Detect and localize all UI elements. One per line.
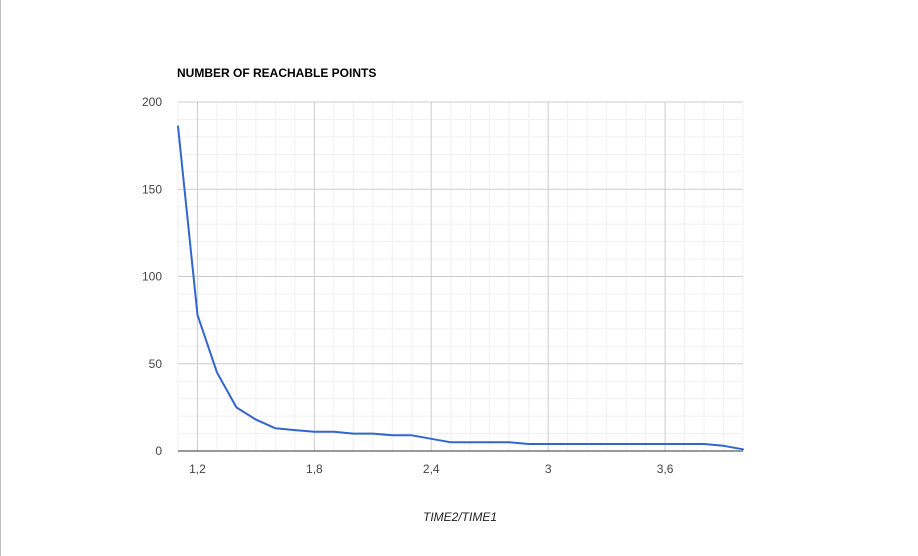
x-tick-label: 1,8 <box>306 462 323 476</box>
series-group <box>177 125 744 451</box>
y-tick-label: 200 <box>142 95 162 109</box>
x-tick-label: 3 <box>545 462 552 476</box>
y-tick-label: 0 <box>155 444 162 458</box>
x-tick-label: 2,4 <box>423 462 440 476</box>
major-gridlines <box>178 101 743 451</box>
x-axis-tick-labels: 1,2 1,8 2,4 3 3,6 <box>189 462 674 476</box>
y-tick-label: 100 <box>142 270 162 284</box>
x-tick-label: 3,6 <box>657 462 674 476</box>
y-tick-label: 150 <box>142 182 162 196</box>
y-axis-tick-labels: 0 50 100 150 200 <box>142 95 162 458</box>
x-tick-label: 1,2 <box>189 462 206 476</box>
y-tick-label: 50 <box>149 357 163 371</box>
x-axis-label: TIME2/TIME1 <box>423 510 497 524</box>
chart-title: NUMBER OF REACHABLE POINTS <box>177 66 376 80</box>
series-line <box>177 125 744 451</box>
left-border <box>0 0 1 556</box>
